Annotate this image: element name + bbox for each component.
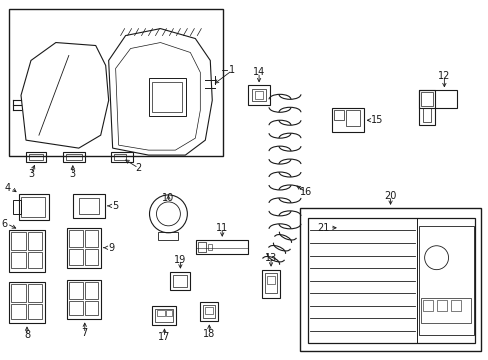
Text: 13: 13 xyxy=(264,253,277,263)
Bar xyxy=(307,218,474,343)
Bar xyxy=(205,306,213,315)
Text: 6: 6 xyxy=(1,219,7,229)
Bar xyxy=(84,230,98,247)
Bar xyxy=(29,154,43,160)
Bar xyxy=(449,300,460,311)
Bar xyxy=(21,197,45,217)
Bar xyxy=(67,280,101,319)
Bar xyxy=(11,252,26,268)
Bar xyxy=(208,244,212,250)
Text: 11: 11 xyxy=(216,223,228,233)
Text: 12: 12 xyxy=(437,71,449,81)
Bar xyxy=(67,228,101,268)
Bar xyxy=(152,82,182,112)
Bar xyxy=(19,194,49,220)
Text: 9: 9 xyxy=(108,243,115,253)
Bar xyxy=(79,198,99,214)
Bar xyxy=(266,276,274,284)
Bar xyxy=(11,232,26,250)
Text: 1: 1 xyxy=(229,66,235,76)
Bar xyxy=(333,110,343,120)
Text: 16: 16 xyxy=(299,187,311,197)
Bar xyxy=(423,108,430,122)
Bar xyxy=(198,242,206,252)
Bar xyxy=(255,91,263,99)
Bar xyxy=(13,200,21,214)
Bar xyxy=(419,90,434,125)
Text: 19: 19 xyxy=(174,255,186,265)
Text: 2: 2 xyxy=(135,163,142,173)
Bar xyxy=(247,85,269,105)
Bar xyxy=(157,310,165,316)
Bar xyxy=(66,154,81,160)
Bar xyxy=(11,284,26,302)
Bar xyxy=(345,110,359,126)
Bar xyxy=(331,108,363,132)
Bar xyxy=(9,230,45,272)
Bar xyxy=(419,90,456,108)
Bar xyxy=(26,152,46,162)
Bar xyxy=(69,249,82,265)
Bar xyxy=(28,303,42,319)
Bar xyxy=(203,305,215,319)
Bar xyxy=(73,194,104,218)
Bar xyxy=(422,300,432,311)
Text: 18: 18 xyxy=(203,329,215,339)
Text: 21: 21 xyxy=(317,223,329,233)
Bar xyxy=(152,306,176,325)
Text: 8: 8 xyxy=(24,330,30,341)
Text: 3: 3 xyxy=(70,169,76,179)
Text: 14: 14 xyxy=(252,67,264,77)
Bar xyxy=(84,301,98,315)
Text: 5: 5 xyxy=(112,201,119,211)
Bar xyxy=(9,9,223,156)
Bar xyxy=(299,208,480,351)
Bar xyxy=(28,232,42,250)
Bar xyxy=(264,273,276,293)
Bar xyxy=(63,152,84,162)
Text: 7: 7 xyxy=(81,328,88,338)
Bar xyxy=(421,92,432,106)
Text: 10: 10 xyxy=(162,193,174,203)
Bar xyxy=(166,310,172,316)
Text: 4: 4 xyxy=(5,183,11,193)
Bar xyxy=(69,230,82,247)
Bar xyxy=(155,309,173,323)
Bar xyxy=(158,232,178,240)
Bar xyxy=(69,282,82,298)
Bar xyxy=(110,152,132,162)
Bar xyxy=(420,298,470,323)
Text: 15: 15 xyxy=(371,115,383,125)
Text: 17: 17 xyxy=(158,332,170,342)
Bar xyxy=(11,303,26,319)
Bar xyxy=(148,78,186,116)
Bar xyxy=(84,249,98,265)
Bar xyxy=(9,282,45,323)
Bar xyxy=(418,226,473,336)
Bar xyxy=(200,302,218,321)
Bar xyxy=(173,275,187,287)
Bar xyxy=(28,252,42,268)
Bar xyxy=(113,154,125,160)
Bar xyxy=(69,301,82,315)
Bar xyxy=(84,282,98,298)
Text: 20: 20 xyxy=(384,191,396,201)
Bar xyxy=(252,89,265,101)
Bar xyxy=(170,272,190,289)
Bar xyxy=(262,270,280,298)
Text: 3: 3 xyxy=(28,169,34,179)
Bar xyxy=(196,240,247,254)
Bar xyxy=(28,284,42,302)
Bar xyxy=(436,300,446,311)
